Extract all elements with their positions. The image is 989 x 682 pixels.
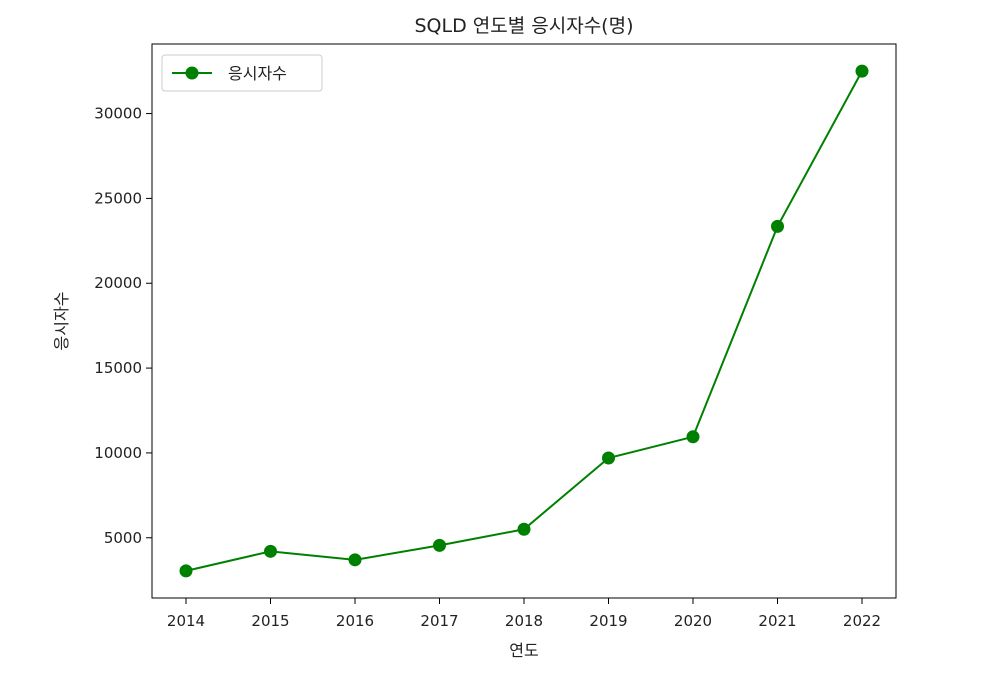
x-tick-label: 2014 xyxy=(167,612,205,630)
y-tick-label: 20000 xyxy=(94,274,142,292)
data-point xyxy=(433,538,446,552)
y-tick-label: 5000 xyxy=(104,529,142,547)
data-point xyxy=(686,430,700,444)
legend: 응시자수 xyxy=(161,54,323,92)
legend-box xyxy=(161,54,323,92)
series-markers xyxy=(179,64,869,578)
data-point xyxy=(264,544,277,558)
x-tick-label: 2020 xyxy=(674,612,712,630)
x-tick-label: 2015 xyxy=(251,612,289,630)
x-tick-label: 2016 xyxy=(336,612,374,630)
y-axis-label: 응시자수 xyxy=(52,292,71,351)
data-point xyxy=(855,64,869,78)
y-tick-label: 15000 xyxy=(94,359,142,377)
data-point xyxy=(771,219,784,233)
data-point xyxy=(517,522,531,536)
x-tick-label: 2021 xyxy=(758,612,796,630)
legend-label: 응시자수 xyxy=(228,64,287,83)
x-tick-label: 2019 xyxy=(589,612,627,630)
x-tick-label: 2017 xyxy=(420,612,458,630)
legend-marker-sample xyxy=(185,66,199,80)
x-axis-label: 연도 xyxy=(509,641,538,660)
data-point xyxy=(348,553,362,567)
x-tick-label: 2022 xyxy=(843,612,881,630)
y-axis: 5000 10000 15000 20000 25000 30000 xyxy=(94,105,152,547)
x-tick-label: 2018 xyxy=(505,612,543,630)
chart-title: SQLD 연도별 응시자수(명) xyxy=(415,15,634,37)
x-axis: 2014 2015 2016 2017 2018 2019 2020 2021 2022 xyxy=(167,598,881,630)
y-tick-label: 25000 xyxy=(94,189,142,207)
data-point xyxy=(179,564,193,578)
y-tick-label: 10000 xyxy=(94,444,142,462)
y-tick-label: 30000 xyxy=(94,105,142,123)
data-point xyxy=(602,451,615,465)
